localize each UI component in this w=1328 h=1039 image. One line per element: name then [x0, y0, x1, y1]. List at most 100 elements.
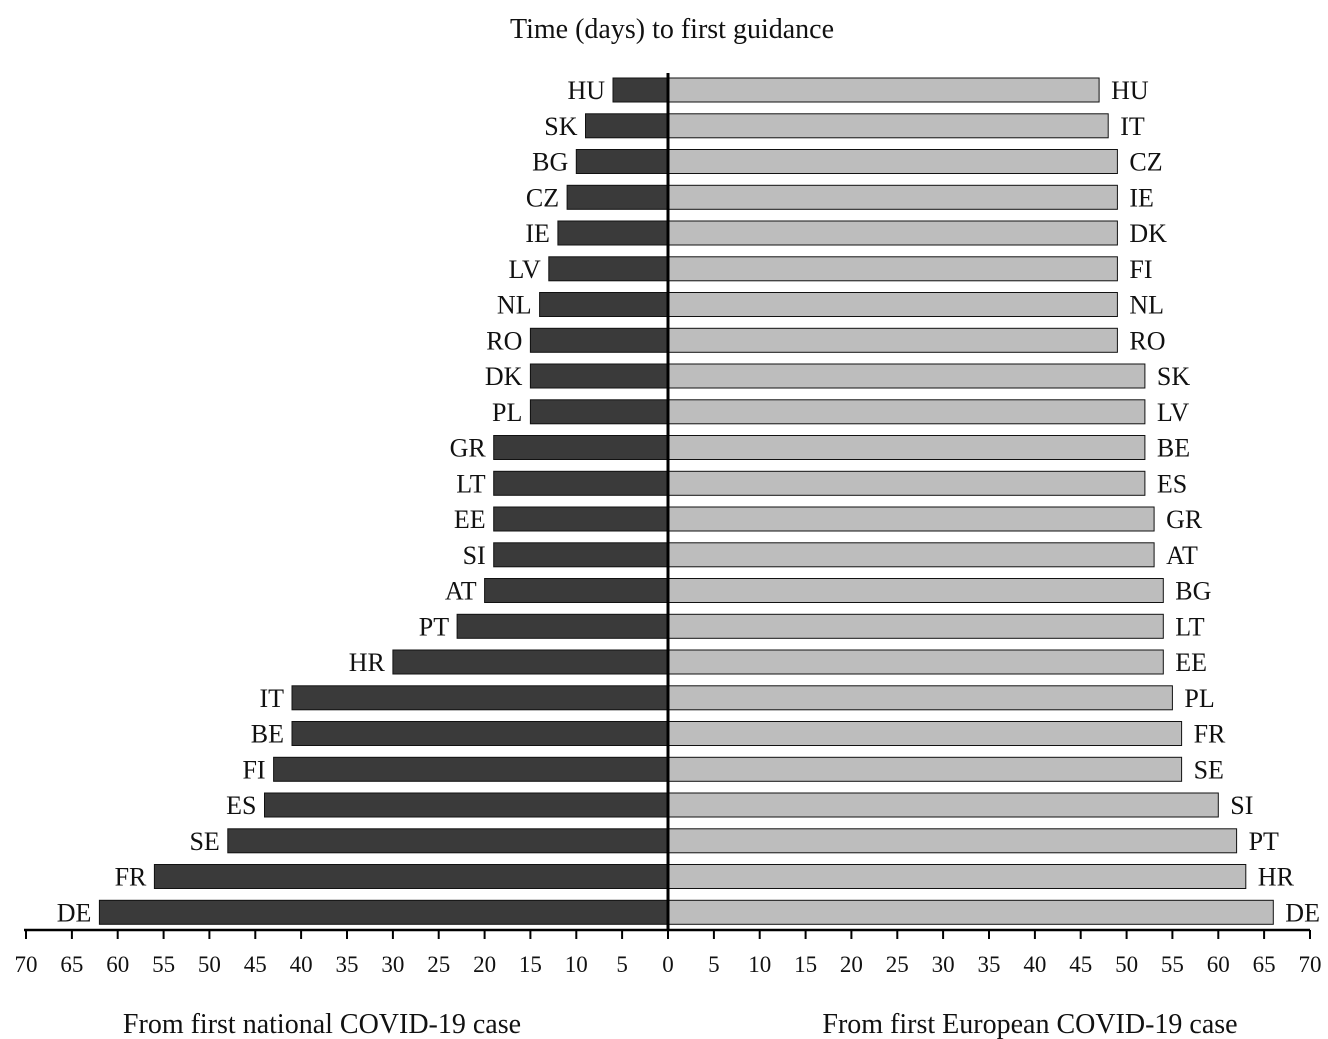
bar-right-se — [667, 756, 1183, 782]
label-right-it: IT — [1120, 112, 1145, 141]
bar-right-at — [667, 542, 1155, 568]
bar-left-at — [484, 578, 669, 603]
tick-label-right-50: 50 — [1115, 952, 1138, 977]
label-right-hr: HR — [1258, 863, 1295, 892]
label-right-nl: NL — [1129, 291, 1164, 320]
bar-right-be — [667, 435, 1146, 460]
label-right-ie: IE — [1129, 183, 1154, 212]
tick-label-left-5: 5 — [616, 952, 628, 977]
bar-left-de — [98, 899, 669, 925]
left-x-axis-label: From first national COVID-19 case — [123, 1009, 521, 1039]
bar-right-bg — [667, 578, 1164, 603]
tick-label-right-55: 55 — [1161, 952, 1184, 977]
bar-left-pl — [529, 399, 669, 425]
label-left-pl: PL — [492, 398, 522, 427]
label-right-bg: BG — [1175, 577, 1211, 606]
bar-right-ie — [667, 184, 1118, 210]
bar-right-fi — [667, 256, 1118, 282]
right-x-axis-label: From first European COVID-19 case — [822, 1009, 1237, 1039]
label-left-nl: NL — [497, 291, 532, 320]
tick-label-left-35: 35 — [336, 952, 359, 977]
bar-right-de — [667, 899, 1274, 925]
label-right-hu: HU — [1111, 76, 1149, 105]
bar-right-dk — [667, 220, 1118, 246]
tick-label-left-55: 55 — [152, 952, 175, 977]
bar-left-gr — [493, 435, 669, 460]
tick-label-left-40: 40 — [290, 952, 313, 977]
label-left-ro: RO — [486, 326, 522, 355]
bar-right-gr — [667, 506, 1155, 532]
bar-left-nl — [539, 292, 669, 317]
label-right-es: ES — [1157, 469, 1187, 498]
label-left-pt: PT — [419, 612, 449, 641]
bar-right-fr — [667, 721, 1183, 746]
label-right-sk: SK — [1157, 362, 1190, 391]
bar-left-si — [493, 542, 669, 568]
bar-right-it — [667, 113, 1109, 139]
label-left-se: SE — [189, 827, 219, 856]
bar-left-ie — [557, 220, 669, 246]
tick-label-right-45: 45 — [1069, 952, 1092, 977]
tick-label-left-60: 60 — [106, 952, 129, 977]
bar-left-lv — [548, 256, 669, 282]
bar-right-pt — [667, 828, 1238, 854]
bar-left-ee — [493, 506, 669, 532]
label-right-fr: FR — [1194, 720, 1226, 749]
label-left-lt: LT — [456, 469, 485, 498]
bar-right-nl — [667, 292, 1118, 317]
label-right-gr: GR — [1166, 505, 1203, 534]
tick-label-left-50: 50 — [198, 952, 221, 977]
bar-right-hr — [667, 864, 1247, 889]
tick-label-left-45: 45 — [244, 952, 267, 977]
tick-label-right-65: 65 — [1253, 952, 1276, 977]
label-right-pt: PT — [1249, 827, 1279, 856]
tick-label-right-0: 0 — [662, 952, 674, 977]
left-bars-group — [98, 77, 669, 925]
bar-left-lt — [493, 470, 669, 496]
label-right-ee: EE — [1175, 648, 1207, 677]
label-left-be: BE — [251, 720, 284, 749]
label-left-hr: HR — [349, 648, 386, 677]
bar-right-hu — [667, 77, 1100, 103]
bar-left-hu — [612, 77, 669, 103]
bar-right-si — [667, 792, 1219, 818]
bar-right-lt — [667, 613, 1164, 639]
bar-left-fr — [153, 864, 669, 889]
tick-label-left-10: 10 — [565, 952, 588, 977]
label-right-ro: RO — [1129, 326, 1165, 355]
bar-right-ro — [667, 327, 1118, 353]
tick-label-left-15: 15 — [519, 952, 542, 977]
bar-right-lv — [667, 399, 1146, 425]
bar-left-sk — [585, 113, 669, 139]
label-left-si: SI — [463, 541, 486, 570]
label-right-si: SI — [1230, 791, 1253, 820]
label-left-hu: HU — [567, 76, 605, 105]
bar-left-be — [291, 721, 669, 746]
label-left-bg: BG — [532, 148, 568, 177]
tick-label-right-15: 15 — [794, 952, 817, 977]
bar-left-se — [227, 828, 669, 854]
label-left-ie: IE — [525, 219, 550, 248]
label-right-dk: DK — [1129, 219, 1167, 248]
tick-label-left-30: 30 — [381, 952, 404, 977]
bar-left-fi — [273, 756, 669, 782]
label-left-sk: SK — [544, 112, 577, 141]
tick-label-left-70: 70 — [15, 952, 38, 977]
label-left-de: DE — [57, 898, 92, 927]
label-left-fr: FR — [115, 863, 147, 892]
bar-right-cz — [667, 149, 1118, 174]
label-left-cz: CZ — [526, 183, 559, 212]
right-bars-group — [667, 77, 1274, 925]
label-left-fi: FI — [242, 755, 265, 784]
tick-label-left-25: 25 — [427, 952, 450, 977]
bar-left-bg — [575, 149, 669, 174]
label-right-lv: LV — [1157, 398, 1189, 427]
label-left-lv: LV — [509, 255, 541, 284]
label-left-at: AT — [445, 577, 477, 606]
tick-label-right-5: 5 — [708, 952, 720, 977]
label-right-fi: FI — [1129, 255, 1152, 284]
tick-label-right-40: 40 — [1023, 952, 1046, 977]
